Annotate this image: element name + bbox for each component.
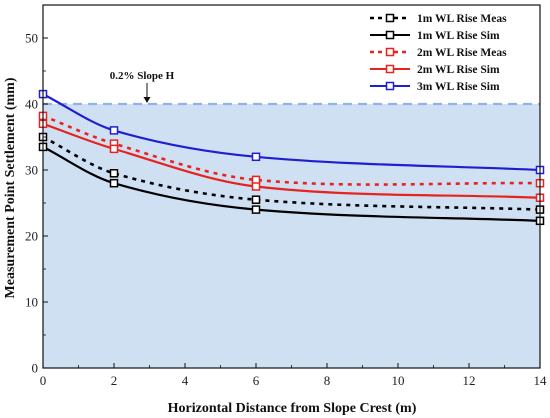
y-tick-label: 40 [25, 97, 38, 112]
legend-entry: 2m WL Rise Sim [370, 64, 500, 76]
y-tick-label: 10 [25, 295, 38, 310]
legend-label: 3m WL Rise Sim [417, 81, 500, 93]
series-line [42, 145, 541, 222]
series-line [42, 114, 541, 186]
data-point-marker [109, 178, 119, 188]
legend: 1m WL Rise Meas 1m WL Rise Sim 2m WL Rise … [370, 13, 507, 93]
reference-line-group [43, 83, 540, 106]
x-tick-label: 10 [392, 373, 405, 388]
legend-entry: 3m WL Rise Sim [370, 81, 500, 93]
data-point-marker [251, 205, 261, 214]
x-axis-title: Horizontal Distance from Slope Crest (m) [168, 401, 417, 416]
data-point-marker [251, 182, 261, 191]
x-tick-label: 4 [182, 373, 189, 388]
reference-arrow-head [143, 97, 151, 103]
x-tick-label: 2 [111, 373, 118, 388]
y-axis-title: Measurement Point Settlement (mm) [3, 77, 18, 298]
data-point-marker [109, 126, 119, 135]
series-line [42, 122, 541, 199]
data-point-marker [251, 152, 261, 162]
legend-marker [385, 47, 395, 57]
y-tick-label: 30 [25, 163, 38, 178]
data-point-marker [109, 169, 119, 178]
legend-marker [385, 30, 395, 40]
x-tick-label: 0 [40, 373, 47, 388]
legend-entry: 1m WL Rise Sim [370, 30, 500, 42]
x-tick-label: 6 [253, 373, 260, 388]
x-tick-label: 14 [534, 373, 548, 388]
legend-label: 2m WL Rise Sim [417, 64, 500, 76]
legend-marker [385, 13, 395, 23]
legend-entry: 1m WL Rise Meas [370, 13, 507, 25]
legend-entry: 2m WL Rise Meas [370, 47, 507, 59]
legend-label: 2m WL Rise Meas [417, 47, 507, 59]
data-point-marker [251, 195, 261, 204]
y-tick-label: 0 [32, 361, 39, 376]
y-tick-label: 50 [25, 31, 38, 46]
x-tick-label: 8 [324, 373, 331, 388]
shaded-region [43, 104, 540, 368]
ticks-group: 0 2 4 6 8 10 12 14 0 10 20 30 40 50 [25, 31, 547, 389]
series-line [42, 93, 541, 172]
shaded-region-group [43, 104, 540, 368]
legend-marker [385, 64, 395, 74]
y-tick-label: 20 [25, 229, 38, 244]
legend-label: 1m WL Rise Meas [417, 13, 507, 25]
reference-line-label: 0.2% Slope H [110, 70, 175, 82]
legend-marker [385, 81, 395, 91]
data-point-marker [109, 144, 119, 154]
x-tick-label: 12 [463, 373, 476, 388]
legend-label: 1m WL Rise Sim [417, 30, 500, 42]
